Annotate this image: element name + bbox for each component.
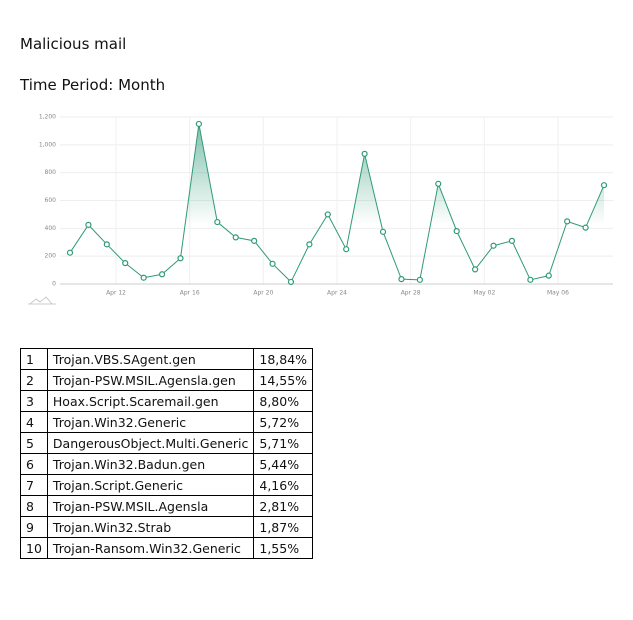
share: 2,81% [253, 495, 314, 517]
threat-name: Trojan.Script.Generic [46, 474, 255, 496]
point [66, 249, 74, 256]
rank: 2 [20, 369, 48, 391]
rank: 7 [20, 474, 48, 496]
y-tick-label: 400 [45, 225, 57, 232]
table-row: 7 Trojan.Script.Generic 4,16% [20, 474, 314, 496]
table-row: 9 Trojan.Win32.Strab 1,87% [20, 516, 314, 538]
share: 5,71% [253, 432, 314, 454]
rank: 8 [20, 495, 48, 517]
point [490, 242, 497, 249]
point [416, 276, 423, 283]
x-tick-label: Apr 16 [180, 290, 200, 297]
x-tick-label: Apr 20 [253, 290, 273, 297]
point [361, 150, 368, 157]
subtitle: Time Period: Month [20, 76, 166, 94]
title: Malicious mail [20, 35, 127, 53]
point [435, 180, 442, 187]
rank: 4 [20, 411, 48, 433]
point [195, 120, 202, 128]
threat-name: Trojan.Win32.Badun.gen [46, 453, 255, 475]
threat-name: Trojan-PSW.MSIL.Agensla [46, 495, 255, 517]
point [232, 234, 239, 241]
x-tick-label: May 06 [547, 290, 569, 297]
share: 4,16% [253, 474, 314, 496]
rank: 5 [20, 432, 48, 454]
point [251, 237, 258, 244]
x-tick-label: Apr 12 [106, 290, 126, 297]
point [287, 278, 295, 286]
point [343, 246, 350, 253]
rank: 9 [20, 516, 48, 538]
point [103, 241, 110, 248]
table-row: 2 Trojan-PSW.MSIL.Agensla.gen 14,55% [20, 369, 314, 391]
rank: 10 [20, 537, 48, 559]
point [140, 274, 147, 281]
share: 5,72% [253, 411, 314, 433]
point [472, 266, 479, 273]
point [398, 276, 405, 283]
share: 1,87% [253, 516, 314, 538]
threat-name: Trojan-PSW.MSIL.Agensla.gen [46, 369, 255, 391]
rank: 1 [20, 348, 48, 370]
point [600, 182, 608, 189]
point [527, 276, 534, 283]
point [324, 211, 331, 218]
point [214, 218, 221, 226]
chart: 0 200 400 600 800 1,000 1,200 Apr 12 Apr 16 Apr 2… [28, 114, 613, 305]
share: 18,84% [253, 348, 314, 370]
share: 1,55% [253, 537, 314, 559]
rank: 6 [20, 453, 48, 475]
table-row: 3 Hoax.Script.Scaremail.gen 8,80% [20, 390, 314, 412]
point [545, 272, 552, 279]
table-row: 1 Trojan.VBS.SAgent.gen 18,84% [20, 348, 314, 370]
y-tick-label: 200 [45, 253, 57, 260]
threat-name: Trojan-Ransom.Win32.Generic [46, 537, 255, 559]
threat-name: Trojan.Win32.Generic [46, 411, 255, 433]
y-tick-label: 600 [45, 197, 57, 204]
point [379, 228, 387, 235]
table-row: 4 Trojan.Win32.Generic 5,72% [20, 411, 314, 433]
x-tick-label: Apr 28 [401, 290, 421, 297]
point [177, 255, 184, 262]
threat-name: Trojan.Win32.Strab [46, 516, 255, 538]
share: 14,55% [253, 369, 314, 391]
line [69, 123, 605, 283]
threat-name: Hoax.Script.Scaremail.gen [46, 390, 255, 412]
point [508, 237, 516, 244]
y-tick-label: 1,000 [39, 141, 56, 148]
y-tick-label: 0 [52, 281, 56, 288]
area [70, 123, 604, 284]
table-row: 10 Trojan-Ransom.Win32.Generic 1,55% [20, 537, 314, 559]
point [306, 241, 313, 248]
y-tick-label: 1,200 [39, 114, 56, 121]
x-tick-label: May 02 [473, 290, 495, 297]
point [582, 224, 589, 231]
x-tick-label: Apr 24 [327, 290, 347, 297]
table-row: 8 Trojan-PSW.MSIL.Agensla 2,81% [20, 495, 314, 517]
point [122, 260, 129, 267]
brush-icon [28, 296, 56, 305]
y-tick-label: 800 [45, 169, 57, 176]
point [453, 228, 460, 235]
point [85, 221, 92, 228]
table-row: 6 Trojan.Win32.Badun.gen 5,44% [20, 453, 314, 475]
table-row: 5 DangerousObject.Multi.Generic 5,71% [20, 432, 314, 454]
point [158, 271, 166, 278]
rank: 3 [20, 390, 48, 412]
share: 5,44% [253, 453, 314, 475]
top-table: 1 Trojan.VBS.SAgent.gen 18,84% 2 Trojan-PSW.… [20, 348, 314, 559]
point [269, 260, 276, 267]
share: 8,80% [253, 390, 314, 412]
threat-name: DangerousObject.Multi.Generic [46, 432, 255, 454]
threat-name: Trojan.VBS.SAgent.gen [46, 348, 255, 370]
point [564, 218, 571, 225]
